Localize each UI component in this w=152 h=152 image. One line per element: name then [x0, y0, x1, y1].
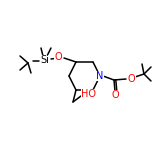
Text: Si: Si — [41, 55, 49, 65]
Text: O: O — [111, 90, 119, 100]
Text: O: O — [54, 52, 62, 62]
Text: O: O — [128, 74, 136, 84]
Text: HO: HO — [81, 89, 97, 99]
Text: N: N — [96, 71, 104, 81]
